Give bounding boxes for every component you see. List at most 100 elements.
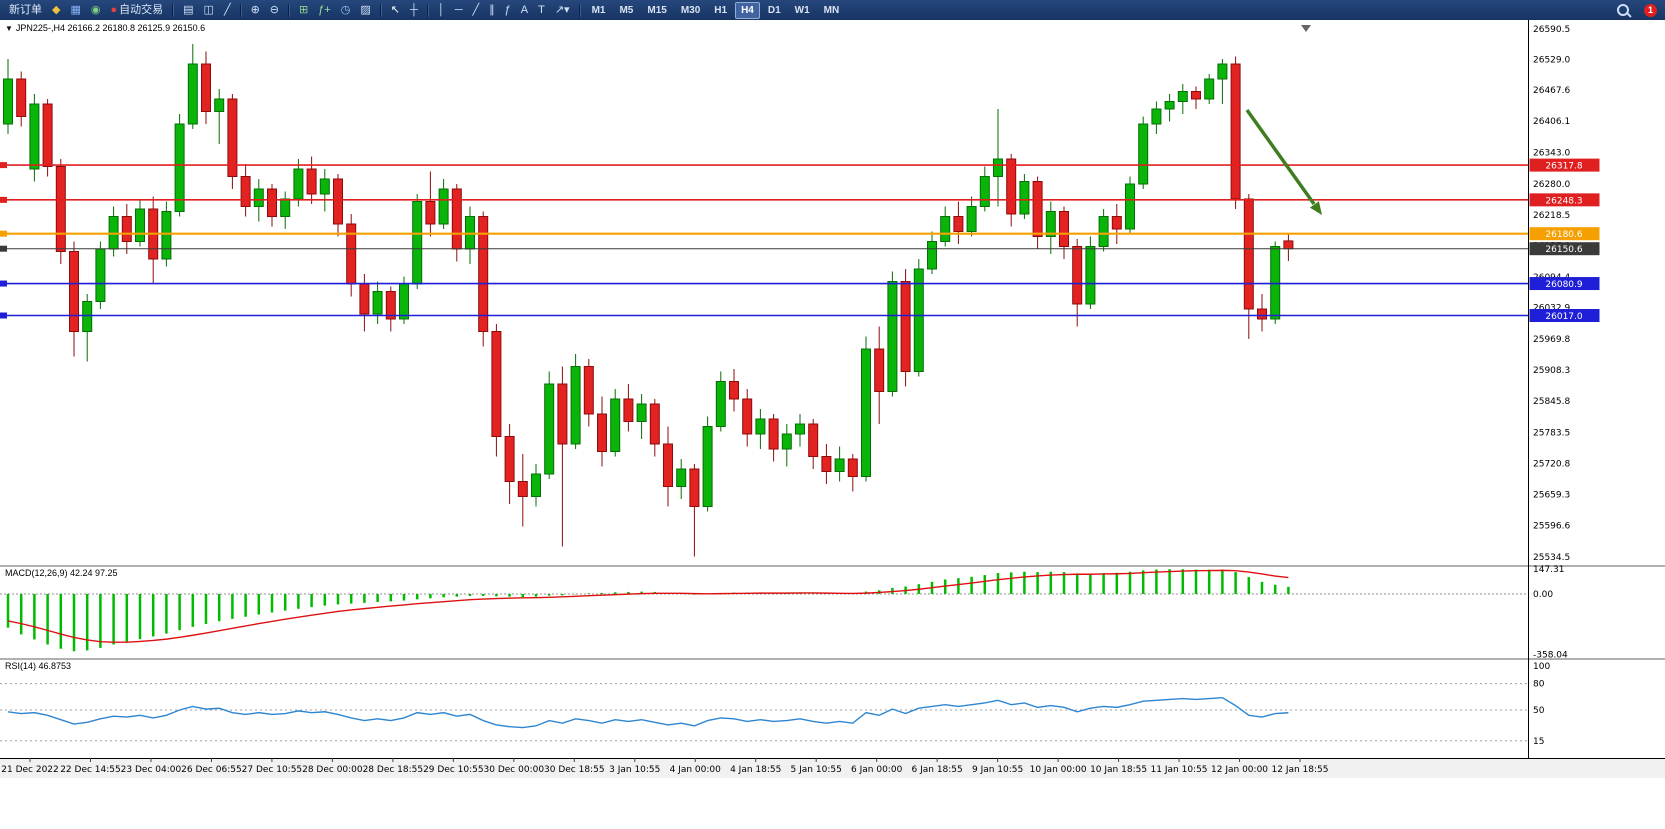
svg-text:4 Jan 18:55: 4 Jan 18:55 [730, 765, 781, 775]
new-order-button-label: 新订单 [9, 4, 42, 16]
line-chart-button[interactable]: ╱ [220, 2, 235, 18]
timeframe-button-d1[interactable]: D1 [767, 4, 781, 16]
price-axis[interactable]: 26590.5 26529.0 26467.6 26406.1 26343.0 26280… [1533, 25, 1570, 563]
current-price-line[interactable]: 26150.6 [0, 242, 1600, 256]
toolbar-separator [379, 3, 382, 17]
cursor-button[interactable]: ↖ [387, 2, 404, 18]
crosshair-icon: ┼ [410, 4, 418, 16]
candlestick-chart-icon: ◫ [203, 4, 214, 16]
zoom-out-button[interactable]: ⊖ [266, 2, 283, 18]
price-tag [1529, 227, 1600, 241]
trendline-button[interactable]: ╱ [468, 2, 483, 18]
svg-text:25596.6: 25596.6 [1533, 522, 1570, 532]
templates-button[interactable]: ▨ [356, 2, 374, 18]
timeframe-button-m1[interactable]: M1 [591, 4, 606, 16]
svg-text:22 Dec 14:55: 22 Dec 14:55 [60, 765, 121, 775]
line-anchor-marker [0, 196, 7, 203]
panel-splitters[interactable] [0, 20, 1665, 758]
search-icon [1617, 4, 1629, 16]
channel-icon: ∥ [489, 4, 495, 16]
one-click-trading-arrow[interactable]: ▼ [5, 24, 13, 33]
price-tag-label: 26080.9 [1545, 280, 1582, 290]
price-tag-label: 26180.6 [1545, 230, 1582, 240]
chart-shift-marker[interactable] [1301, 25, 1311, 32]
svg-text:11 Jan 10:55: 11 Jan 10:55 [1151, 765, 1208, 775]
support-line-2[interactable]: 26017.0 [0, 309, 1600, 322]
toolbar-separator [172, 3, 175, 17]
text-icon: A [520, 4, 529, 16]
timeframe-button-m30[interactable]: M30 [680, 4, 701, 16]
tile-windows-button[interactable]: ⊞ [295, 2, 312, 18]
zoom-in-button[interactable]: ⊕ [247, 2, 264, 18]
notification-badge[interactable]: 1 [1644, 3, 1657, 17]
indicators-button[interactable]: ƒ+ [314, 2, 335, 18]
toolbar-separator [288, 3, 291, 17]
toolbar-left-group: 新订单 ◆ ▦ ◉ ● 自动交易 ▤ ◫ ╱ ⊕ ⊖ ⊞ ƒ+ ◷ ▨ ↖ ┼ │ ─ ╱ ∥ ƒ A T ↗▾ M1 M5 M15 M… [4, 0, 846, 20]
svg-text:26406.1: 26406.1 [1533, 117, 1570, 127]
svg-text:5 Jan 10:55: 5 Jan 10:55 [791, 765, 842, 775]
macd-indicator-label: MACD(12,26,9) 42.24 97.25 [5, 568, 118, 578]
vertical-line-button[interactable]: │ [434, 2, 449, 18]
price-tag-label: 26248.3 [1545, 196, 1582, 206]
text-label-button[interactable]: T [534, 2, 549, 18]
periods-button[interactable]: ◷ [337, 2, 355, 18]
timeframe-button-w1[interactable]: W1 [794, 4, 810, 16]
svg-text:15: 15 [1533, 737, 1544, 747]
horizontal-line-button[interactable]: ─ [451, 2, 467, 18]
new-order-button[interactable]: 新订单 [5, 2, 46, 18]
price-tag [1529, 193, 1600, 207]
bar-chart-button[interactable]: ▤ [179, 2, 197, 18]
svg-text:80: 80 [1533, 680, 1545, 690]
svg-text:3 Jan 10:55: 3 Jan 10:55 [609, 765, 660, 775]
time-axis[interactable]: 21 Dec 2022 22 Dec 14:55 23 Dec 04:00 26 De… [0, 758, 1665, 778]
svg-text:12 Jan 18:55: 12 Jan 18:55 [1272, 765, 1329, 775]
fibonacci-button[interactable]: ƒ [501, 2, 515, 18]
svg-text:28 Dec 00:00: 28 Dec 00:00 [302, 765, 363, 775]
crosshair-button[interactable]: ┼ [406, 2, 422, 18]
arrows-dropdown-button[interactable]: ↗▾ [551, 2, 574, 18]
navigator-button[interactable]: ◉ [87, 2, 105, 18]
trend-arrow-annotation[interactable] [1245, 108, 1322, 215]
line-anchor-marker [0, 162, 7, 169]
price-tag-label: 26150.6 [1545, 245, 1582, 255]
metaeditor-button[interactable]: ◆ [48, 2, 64, 18]
svg-text:6 Jan 18:55: 6 Jan 18:55 [912, 765, 963, 775]
svg-text:100: 100 [1533, 662, 1550, 672]
zoom-in-icon: ⊕ [250, 4, 260, 16]
svg-text:30 Dec 00:00: 30 Dec 00:00 [484, 765, 545, 775]
svg-text:25659.3: 25659.3 [1533, 490, 1570, 500]
svg-text:26529.0: 26529.0 [1533, 56, 1570, 66]
main-toolbar: 新订单 ◆ ▦ ◉ ● 自动交易 ▤ ◫ ╱ ⊕ ⊖ ⊞ ƒ+ ◷ ▨ ↖ ┼ │ ─ ╱ ∥ ƒ A T ↗▾ M1 M5 M15 M… [0, 0, 1665, 20]
rsi-indicator-label: RSI(14) 46.8753 [5, 661, 72, 671]
vertical-line-icon: │ [437, 4, 445, 16]
resistance-line-1[interactable]: 26317.8 [0, 158, 1600, 172]
text-button[interactable]: A [517, 2, 532, 18]
line-chart-icon: ╱ [223, 4, 231, 16]
ohlc-label: 26166.2 26180.8 26125.9 26150.6 [67, 23, 206, 33]
line-anchor-marker [0, 280, 7, 287]
market-watch-button[interactable]: ▦ [66, 2, 84, 18]
macd-panel: 147.31 0.00 -358.04 [0, 565, 1568, 660]
support-line-1[interactable]: 26080.9 [0, 277, 1600, 291]
search-button[interactable] [1613, 2, 1633, 18]
chart-canvas[interactable]: 21 Dec 2022 22 Dec 14:55 23 Dec 04:00 26 De… [0, 20, 1665, 778]
timeframe-button-m5[interactable]: M5 [619, 4, 634, 16]
svg-text:28 Dec 18:55: 28 Dec 18:55 [363, 765, 424, 775]
pivot-line[interactable]: 26180.6 [0, 227, 1600, 241]
svg-text:50: 50 [1533, 706, 1545, 716]
equidistant-channel-button[interactable]: ∥ [485, 2, 499, 18]
candlestick-chart-button[interactable]: ◫ [200, 2, 218, 18]
svg-text:21 Dec 2022: 21 Dec 2022 [1, 765, 59, 775]
price-tag [1529, 158, 1600, 172]
timeframe-button-h4[interactable]: H4 [735, 1, 760, 19]
timeframe-button-mn[interactable]: MN [823, 4, 840, 16]
toolbar-separator [578, 3, 581, 17]
svg-text:25783.5: 25783.5 [1533, 428, 1570, 438]
auto-trading-button[interactable]: ● 自动交易 [106, 2, 167, 18]
resistance-line-2[interactable]: 26248.3 [0, 193, 1600, 207]
timeframe-button-h1[interactable]: H1 [714, 4, 728, 16]
cursor-icon: ↖ [390, 4, 401, 16]
svg-text:26032.9: 26032.9 [1533, 304, 1570, 314]
trendline-icon: ╱ [472, 4, 480, 16]
timeframe-button-m15[interactable]: M15 [647, 4, 667, 16]
